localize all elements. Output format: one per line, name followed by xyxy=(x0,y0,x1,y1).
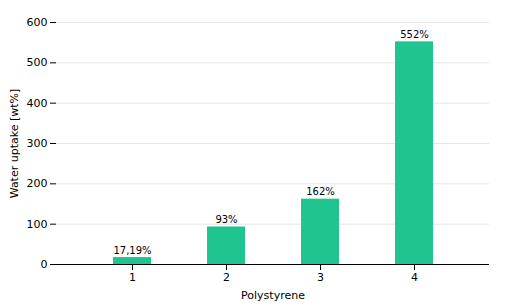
svg-text:162%: 162% xyxy=(306,186,335,197)
svg-text:200: 200 xyxy=(27,177,48,190)
svg-text:552%: 552% xyxy=(400,29,429,40)
svg-text:Water uptake [wt%]: Water uptake [wt%] xyxy=(8,89,21,199)
svg-text:600: 600 xyxy=(27,16,48,29)
svg-text:1: 1 xyxy=(129,271,136,284)
svg-text:17,19%: 17,19% xyxy=(113,245,151,256)
svg-text:100: 100 xyxy=(27,218,48,231)
svg-text:300: 300 xyxy=(27,137,48,150)
svg-text:0: 0 xyxy=(41,258,48,271)
svg-text:500: 500 xyxy=(27,56,48,69)
svg-text:4: 4 xyxy=(411,271,418,284)
svg-text:93%: 93% xyxy=(215,214,237,225)
svg-text:400: 400 xyxy=(27,97,48,110)
svg-text:2: 2 xyxy=(223,271,230,284)
svg-text:Polystyrene: Polystyrene xyxy=(241,289,305,302)
svg-text:3: 3 xyxy=(317,271,324,284)
